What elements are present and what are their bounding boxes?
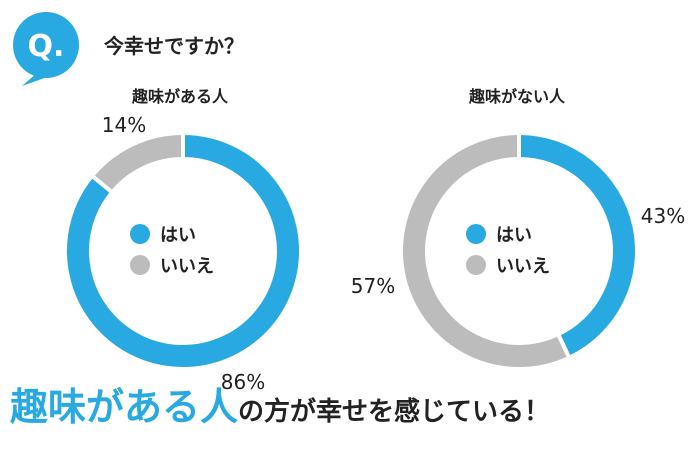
conclusion-emphasis: 趣味がある人 bbox=[10, 385, 239, 429]
slice-label-yes: 43% bbox=[641, 204, 685, 228]
slice-label-yes: 86% bbox=[221, 370, 265, 394]
legend-label-yes: はい bbox=[160, 225, 196, 246]
slice-label-no: 57% bbox=[351, 274, 395, 298]
conclusion-text: 趣味がある人の方が幸せを感じている！ bbox=[10, 388, 700, 426]
legend: はい いいえ bbox=[466, 224, 550, 277]
legend-label-yes: はい bbox=[496, 225, 532, 246]
chart-title: 趣味がない人 bbox=[468, 87, 566, 106]
legend: はい いいえ bbox=[130, 224, 214, 277]
question-text: 今幸せですか？ bbox=[104, 34, 244, 58]
question-icon-label: Q. bbox=[28, 29, 65, 64]
slice-yes bbox=[63, 130, 303, 371]
conclusion-rest: の方が幸せを感じている！ bbox=[238, 397, 551, 427]
legend-dot-no bbox=[130, 255, 150, 275]
donut-chart-without-hobby: 趣味がない人 43% 57% はい いいえ bbox=[351, 87, 685, 371]
donut-slices bbox=[63, 130, 303, 371]
legend-label-no: いいえ bbox=[496, 256, 550, 277]
legend-label-no: いいえ bbox=[160, 256, 214, 277]
donut-chart-with-hobby: 趣味がある人 14% 86% はい いいえ bbox=[63, 87, 303, 394]
legend-dot-no bbox=[466, 255, 486, 275]
legend-dot-yes bbox=[130, 224, 150, 244]
legend-dot-yes bbox=[466, 224, 486, 244]
slice-no bbox=[399, 130, 572, 371]
slice-no bbox=[89, 130, 185, 196]
slice-yes bbox=[517, 130, 639, 361]
donut-slices bbox=[399, 130, 639, 371]
slice-label-no: 14% bbox=[102, 113, 146, 137]
chart-title: 趣味がある人 bbox=[131, 87, 229, 106]
question-icon: Q. bbox=[13, 12, 79, 86]
